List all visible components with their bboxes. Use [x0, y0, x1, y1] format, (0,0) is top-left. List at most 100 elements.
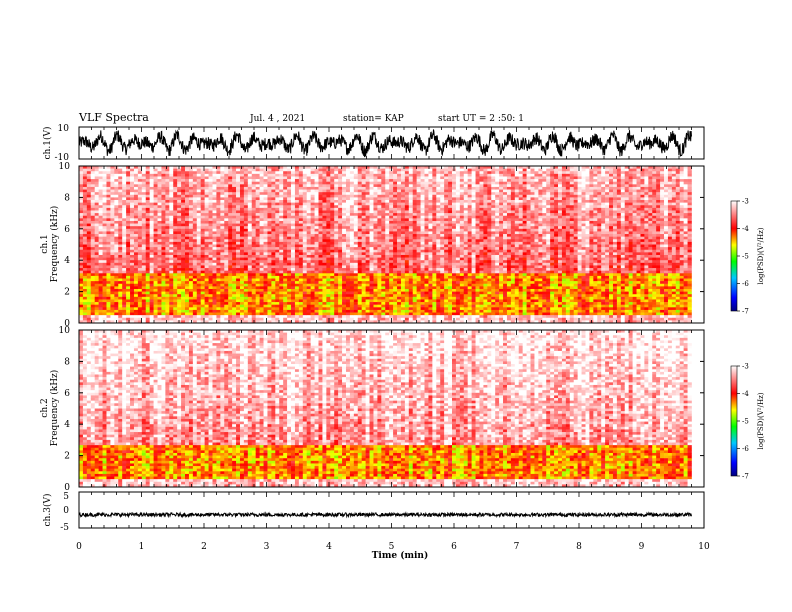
- spectrogram-cell: [275, 291, 280, 295]
- spectrogram-cell: [397, 312, 402, 316]
- spectrogram-cell: [145, 239, 150, 243]
- spectrogram-cell: [82, 179, 88, 182]
- spectrogram-cell: [314, 210, 319, 214]
- spectrogram-cell: [181, 288, 186, 292]
- spectrogram-cell: [192, 244, 198, 248]
- spectrogram-cell: [357, 197, 362, 201]
- spectrogram-cell: [204, 223, 209, 227]
- spectrogram-cell: [310, 249, 315, 253]
- spectrogram-cell: [294, 184, 300, 188]
- spectrogram-cell: [82, 260, 88, 264]
- spectrogram-cell: [357, 291, 362, 295]
- spectrogram-cell: [361, 223, 366, 227]
- spectrogram-cell: [177, 186, 182, 190]
- spectrogram-cell: [342, 312, 347, 316]
- spectrogram-cell: [389, 275, 394, 279]
- spectrogram-cell: [338, 309, 343, 313]
- spectrogram-cell: [145, 257, 150, 261]
- spectrogram-cell: [357, 220, 362, 224]
- spectrogram-cell: [302, 202, 308, 206]
- spectrogram-cell: [400, 168, 406, 172]
- spectrogram-cell: [349, 286, 355, 290]
- spectrogram-cell: [338, 265, 343, 269]
- spectrogram-cell: [361, 213, 366, 217]
- spectrogram-cell: [204, 265, 209, 269]
- spectrogram-cell: [291, 249, 296, 253]
- spectrogram-cell: [243, 317, 249, 321]
- spectrogram-cell: [318, 192, 323, 196]
- spectrogram-cell: [79, 181, 84, 185]
- spectrogram-cell: [236, 181, 241, 185]
- spectrogram-cell: [157, 307, 162, 311]
- spectrogram-cell: [279, 281, 284, 285]
- spectrogram-cell: [385, 218, 390, 222]
- spectrogram-cell: [196, 239, 202, 243]
- spectrogram-cell: [228, 176, 233, 180]
- spectrogram-cell: [243, 244, 249, 248]
- spectrogram-cell: [361, 210, 366, 214]
- spectrogram-cell: [393, 275, 398, 279]
- spectrogram-cell: [228, 171, 233, 175]
- spectrogram-cell: [208, 176, 213, 180]
- spectrogram-cell: [169, 273, 174, 277]
- spectrogram-cell: [192, 283, 198, 287]
- spectrogram-cell: [279, 291, 284, 295]
- spectrogram-cell: [342, 228, 347, 232]
- spectrogram-cell: [330, 299, 335, 303]
- spectrogram-cell: [381, 270, 386, 274]
- spectrogram-cell: [82, 288, 88, 292]
- spectrogram-cell: [141, 231, 147, 235]
- spectrogram-cell: [271, 273, 276, 277]
- spectrogram-cell: [397, 315, 402, 319]
- spectrogram-cell: [326, 234, 331, 237]
- spectrogram-cell: [185, 234, 190, 237]
- spectrogram-cell: [149, 179, 154, 182]
- spectrogram-cell: [192, 166, 198, 169]
- spectrogram-cell: [110, 317, 115, 321]
- spectrogram-cell: [185, 228, 190, 232]
- spectrogram-cell: [114, 207, 119, 211]
- spectrogram-cell: [338, 260, 343, 264]
- spectrogram-cell: [224, 288, 229, 292]
- ch1-spectrogram-cells: [79, 166, 692, 324]
- spectrogram-cell: [196, 281, 202, 285]
- spectrogram-cell: [212, 257, 217, 261]
- spectrogram-cell: [294, 304, 300, 308]
- spectrogram-cell: [263, 309, 268, 313]
- spectrogram-cell: [228, 294, 233, 298]
- spectrogram-cell: [397, 273, 402, 277]
- spectrogram-cell: [345, 302, 351, 305]
- spectrogram-cell: [216, 218, 221, 222]
- spectrogram-cell: [192, 220, 198, 224]
- spectrogram-cell: [373, 307, 378, 311]
- spectrogram-cell: [130, 288, 135, 292]
- spectrogram-cell: [243, 213, 249, 217]
- spectrogram-cell: [239, 184, 245, 188]
- spectrogram-cell: [353, 210, 359, 214]
- spectrogram-cell: [204, 252, 209, 256]
- spectrogram-cell: [79, 189, 84, 193]
- spectrogram-cell: [228, 270, 233, 274]
- spectrogram-cell: [145, 317, 150, 321]
- spectrogram-cell: [188, 249, 194, 253]
- spectrogram-cell: [110, 307, 115, 311]
- spectrogram-cell: [267, 189, 272, 193]
- spectrogram-cell: [267, 207, 272, 211]
- spectrogram-cell: [389, 226, 394, 230]
- spectrogram-cell: [185, 252, 190, 256]
- spectrogram-cell: [212, 194, 217, 198]
- spectrogram-cell: [94, 291, 99, 295]
- spectrogram-cell: [137, 231, 143, 235]
- spectrogram-cell: [165, 249, 170, 253]
- spectrogram-cell: [251, 241, 256, 245]
- spectrogram-cell: [283, 244, 288, 248]
- spectrogram-cell: [110, 252, 115, 256]
- spectrogram-cell: [204, 262, 209, 266]
- spectrogram-cell: [232, 299, 237, 303]
- spectrogram-cell: [283, 288, 288, 292]
- spectrogram-cell: [169, 173, 174, 177]
- spectrogram-cell: [294, 275, 300, 279]
- spectrogram-cell: [204, 270, 209, 274]
- spectrogram-cell: [161, 317, 166, 321]
- spectrogram-cell: [161, 181, 166, 185]
